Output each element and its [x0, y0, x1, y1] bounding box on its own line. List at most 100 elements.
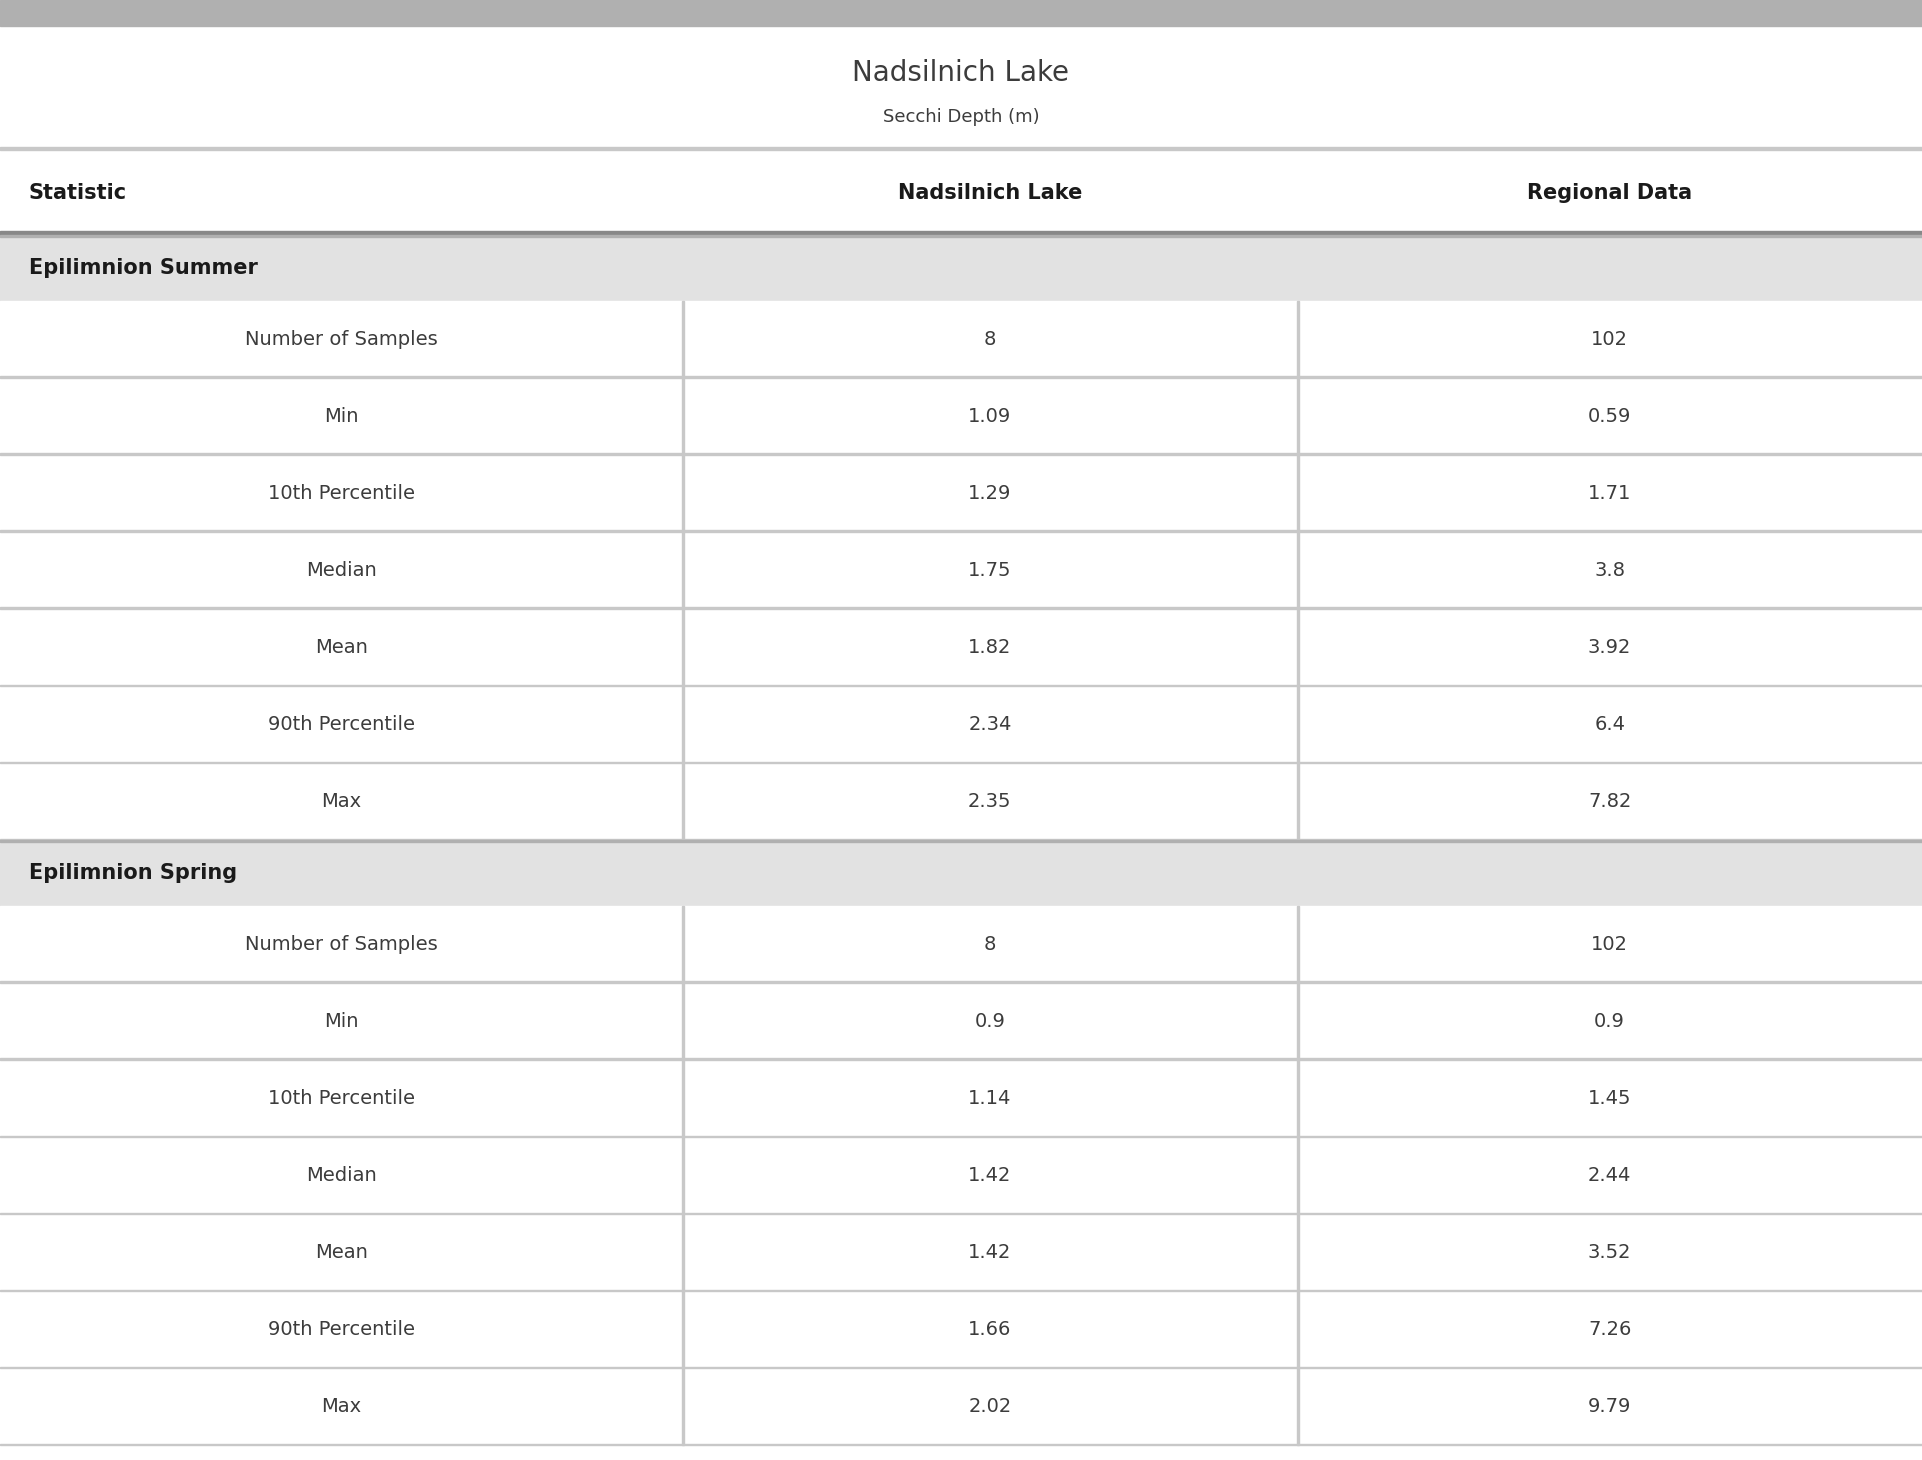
Text: Min: Min: [325, 1012, 357, 1031]
Text: Min: Min: [325, 407, 357, 426]
Bar: [0, 231, 1922, 235]
Bar: [682, 1137, 684, 1215]
Text: Nadsilnich Lake: Nadsilnich Lake: [898, 182, 1082, 203]
Bar: [1297, 764, 1299, 840]
Text: 1.14: 1.14: [969, 1089, 1011, 1108]
Text: 2.34: 2.34: [969, 715, 1011, 734]
Text: Mean: Mean: [315, 1242, 367, 1263]
Bar: [0, 983, 1922, 1060]
Bar: [0, 609, 1922, 686]
Bar: [682, 378, 684, 454]
Bar: [0, 377, 1922, 378]
Bar: [1297, 905, 1299, 983]
Bar: [1297, 609, 1299, 686]
Bar: [682, 983, 684, 1060]
Bar: [0, 301, 1922, 378]
Text: Mean: Mean: [315, 638, 367, 657]
Bar: [0, 454, 1922, 531]
Text: 102: 102: [1591, 330, 1628, 349]
Text: 1.66: 1.66: [969, 1320, 1011, 1339]
Text: Epilimnion Summer: Epilimnion Summer: [29, 258, 258, 277]
Text: 1.09: 1.09: [969, 407, 1011, 426]
Bar: [1297, 1368, 1299, 1445]
Bar: [0, 1215, 1922, 1291]
Text: 7.26: 7.26: [1588, 1320, 1632, 1339]
Bar: [682, 764, 684, 840]
Bar: [0, 530, 1922, 531]
Bar: [682, 1291, 684, 1368]
Bar: [1297, 454, 1299, 531]
Bar: [1297, 1291, 1299, 1368]
Text: Max: Max: [321, 793, 361, 812]
Text: Number of Samples: Number of Samples: [244, 330, 438, 349]
Bar: [0, 531, 1922, 609]
Text: Nadsilnich Lake: Nadsilnich Lake: [853, 58, 1069, 88]
Text: 6.4: 6.4: [1593, 715, 1626, 734]
Text: 2.44: 2.44: [1588, 1167, 1632, 1186]
Bar: [682, 531, 684, 609]
Text: 3.52: 3.52: [1588, 1242, 1632, 1263]
Bar: [682, 1368, 684, 1445]
Text: Median: Median: [306, 561, 377, 580]
Text: 1.82: 1.82: [969, 638, 1011, 657]
Text: Epilimnion Spring: Epilimnion Spring: [29, 863, 236, 883]
Text: 90th Percentile: 90th Percentile: [267, 1320, 415, 1339]
Bar: [1297, 983, 1299, 1060]
Text: Max: Max: [321, 1397, 361, 1416]
Bar: [0, 905, 1922, 983]
Text: 102: 102: [1591, 934, 1628, 953]
Bar: [1297, 301, 1299, 378]
Text: 2.35: 2.35: [969, 793, 1011, 812]
Bar: [682, 609, 684, 686]
Bar: [0, 453, 1922, 454]
Text: 1.75: 1.75: [969, 561, 1011, 580]
Bar: [682, 905, 684, 983]
Bar: [1297, 1137, 1299, 1215]
Text: 0.59: 0.59: [1588, 407, 1632, 426]
Bar: [1297, 531, 1299, 609]
Text: 8: 8: [984, 934, 996, 953]
Bar: [682, 1215, 684, 1291]
Text: 90th Percentile: 90th Percentile: [267, 715, 415, 734]
Bar: [0, 235, 1922, 301]
Bar: [0, 1367, 1922, 1368]
Text: 1.42: 1.42: [969, 1242, 1011, 1263]
Text: Regional Data: Regional Data: [1528, 182, 1691, 203]
Bar: [0, 1137, 1922, 1215]
Bar: [0, 838, 1922, 840]
Text: 1.42: 1.42: [969, 1167, 1011, 1186]
Bar: [682, 454, 684, 531]
Text: 1.71: 1.71: [1588, 483, 1632, 502]
Text: Median: Median: [306, 1167, 377, 1186]
Text: 0.9: 0.9: [974, 1012, 1005, 1031]
Text: Number of Samples: Number of Samples: [244, 934, 438, 953]
Bar: [0, 150, 1922, 235]
Bar: [0, 764, 1922, 840]
Bar: [0, 981, 1922, 983]
Text: 2.02: 2.02: [969, 1397, 1011, 1416]
Text: Statistic: Statistic: [29, 182, 127, 203]
Bar: [0, 1289, 1922, 1291]
Text: 3.8: 3.8: [1593, 561, 1626, 580]
Text: 3.92: 3.92: [1588, 638, 1632, 657]
Text: 1.45: 1.45: [1588, 1089, 1632, 1108]
Bar: [0, 839, 1922, 842]
Bar: [0, 1368, 1922, 1445]
Bar: [0, 235, 1922, 237]
Bar: [682, 686, 684, 764]
Bar: [1297, 1215, 1299, 1291]
Bar: [0, 1136, 1922, 1137]
Text: 0.9: 0.9: [1593, 1012, 1626, 1031]
Bar: [0, 1291, 1922, 1368]
Text: 10th Percentile: 10th Percentile: [267, 483, 415, 502]
Bar: [682, 1060, 684, 1137]
Bar: [0, 607, 1922, 609]
Bar: [0, 0, 1922, 26]
Bar: [682, 301, 684, 378]
Bar: [0, 1444, 1922, 1445]
Text: 7.82: 7.82: [1588, 793, 1632, 812]
Text: 10th Percentile: 10th Percentile: [267, 1089, 415, 1108]
Bar: [1297, 1060, 1299, 1137]
Bar: [0, 1060, 1922, 1137]
Text: Secchi Depth (m): Secchi Depth (m): [882, 108, 1040, 126]
